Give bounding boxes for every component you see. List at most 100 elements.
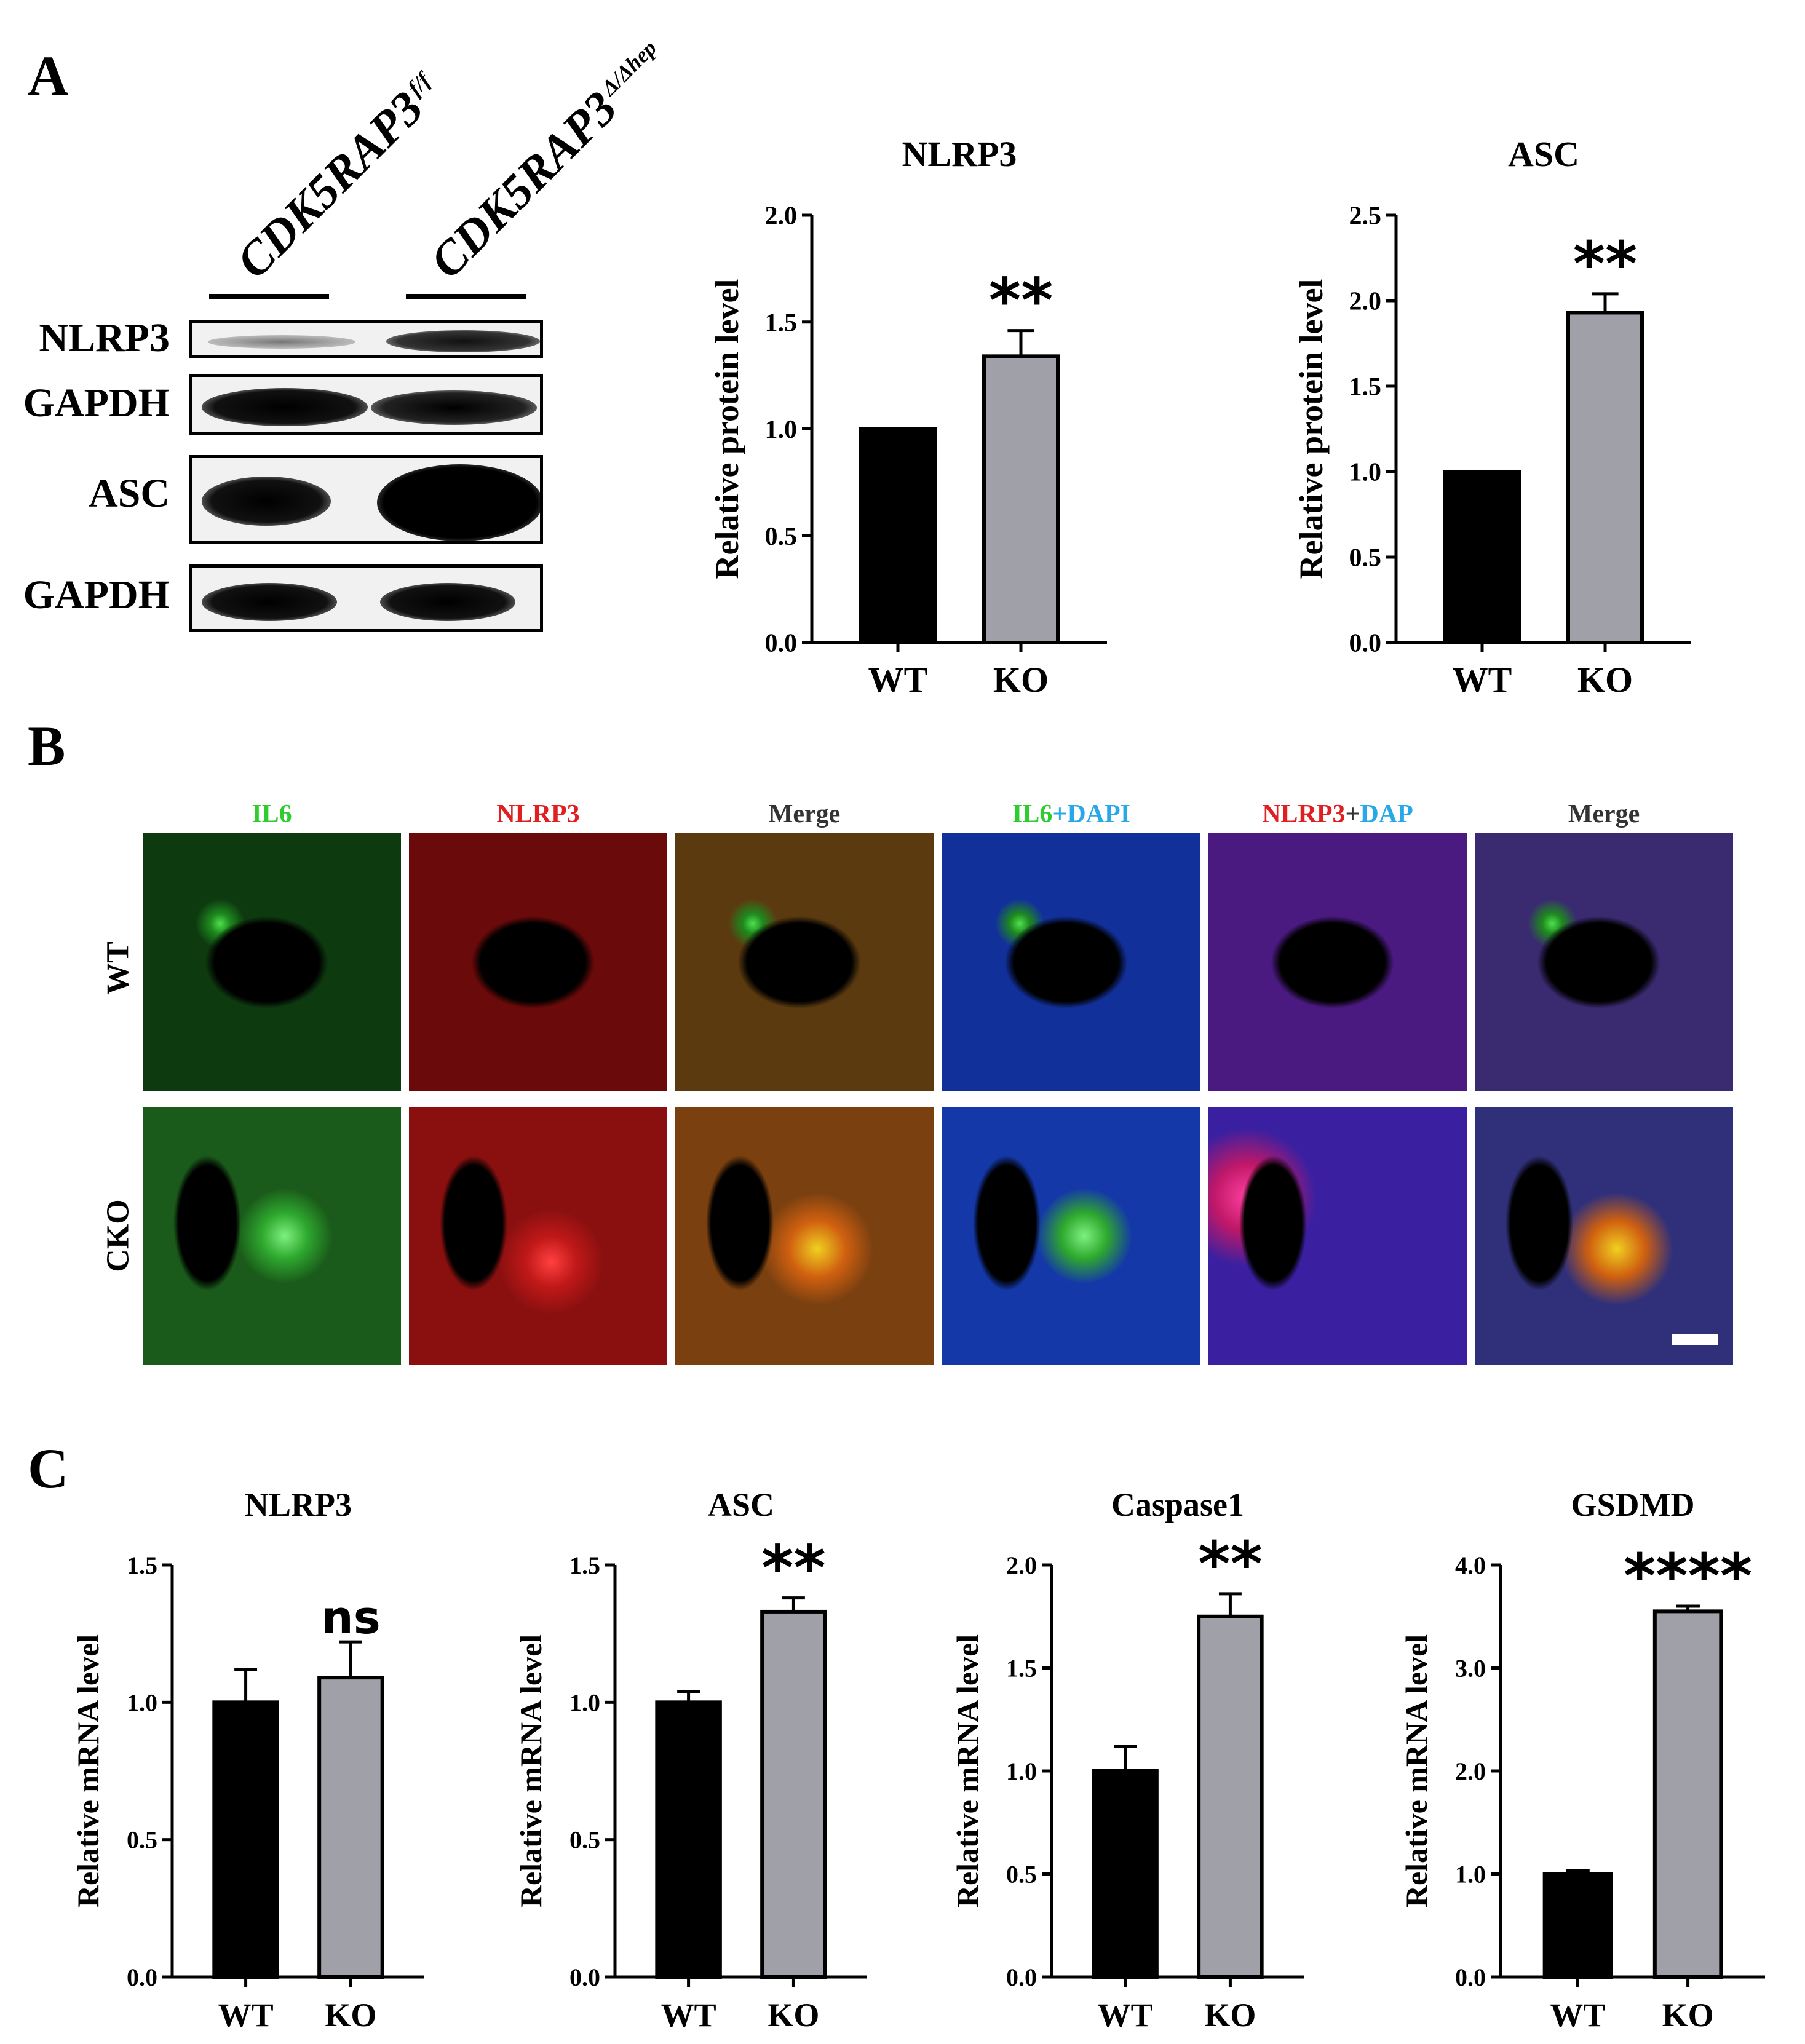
micrograph-cko-il6 xyxy=(143,1107,401,1365)
y-tick-label: 4.0 xyxy=(1455,1551,1486,1579)
significance-marker: ** xyxy=(1573,228,1638,300)
chart-mrna-nlrp3: NLRP3 Relative mRNA level 0.0 0.5 1.0 1.5 WT KO… xyxy=(68,1473,449,2038)
x-tick-label: WT xyxy=(1098,1997,1153,2034)
bar-ko xyxy=(982,354,1060,644)
x-tick-label: WT xyxy=(218,1997,274,2034)
blot-asc xyxy=(189,455,543,544)
band xyxy=(386,330,540,352)
band xyxy=(377,464,540,541)
mic-col-label-nlrp3-dapi: NLRP3+DAPI xyxy=(1208,799,1467,858)
y-tick-label: 0.0 xyxy=(1006,1963,1037,1991)
chart-svg: ASC Relative mRNA level 0.0 0.5 1.0 1.5 WT KO ** xyxy=(514,1486,867,2034)
blot-label-gapdh-1: GAPDH xyxy=(23,381,170,426)
y-tick-label: 1.0 xyxy=(127,1689,157,1716)
label-il6: IL6 xyxy=(1012,800,1053,828)
lane-gene: CDK5RAP3 xyxy=(419,81,627,288)
micrograph-cko-merge-2 xyxy=(1475,1107,1733,1365)
label-plus: + xyxy=(1345,800,1360,828)
y-tick-label: 2.5 xyxy=(1349,202,1382,231)
label-plus: + xyxy=(1052,800,1068,828)
micrograph-cko-nlrp3-dapi xyxy=(1208,1107,1467,1365)
micrograph-cko-merge xyxy=(675,1107,934,1365)
x-tick-label: WT xyxy=(868,660,928,700)
band xyxy=(208,335,355,349)
panel-letter-a: A xyxy=(28,44,69,107)
x-tick-label: KO xyxy=(1577,660,1633,700)
chart-mrna-asc: ASC Relative mRNA level 0.0 0.5 1.0 1.5 WT KO ** xyxy=(510,1473,892,2038)
y-tick-label: 1.5 xyxy=(1006,1655,1037,1682)
label-nlrp3: NLRP3 xyxy=(1262,800,1346,828)
blot-gapdh-1 xyxy=(189,374,543,435)
y-axis-label: Relative mRNA level xyxy=(514,1634,548,1907)
x-tick-label: KO xyxy=(768,1997,819,2034)
y-tick-label: 2.0 xyxy=(1006,1551,1037,1579)
bar-ko xyxy=(760,1609,827,1979)
significance-marker: ** xyxy=(1198,1528,1263,1600)
band xyxy=(202,583,337,621)
significance-marker: ** xyxy=(761,1532,826,1604)
lane-label-floxed: CDK5RAP3f/f xyxy=(225,63,451,289)
y-axis-label: Relative protein level xyxy=(1293,279,1330,579)
y-tick-label: 1.0 xyxy=(1455,1861,1486,1888)
x-tick-label: KO xyxy=(1204,1997,1256,2034)
micrograph-cko-il6-dapi xyxy=(942,1107,1200,1365)
chart-title: ASC xyxy=(708,1486,774,1523)
micrograph-wt-merge-2 xyxy=(1475,833,1733,1091)
bar-wt xyxy=(655,1700,722,1979)
label-il6: IL6 xyxy=(252,800,292,828)
bar-wt xyxy=(1092,1769,1159,1979)
y-tick-label: 1.0 xyxy=(569,1689,600,1716)
y-tick-label: 1.5 xyxy=(1349,373,1382,402)
mic-col-label-nlrp3: NLRP3 xyxy=(409,799,667,829)
bar-wt xyxy=(212,1700,279,1979)
bar-ko xyxy=(317,1676,384,1979)
significance-marker: **** xyxy=(1624,1540,1752,1612)
band xyxy=(202,388,368,426)
bar-wt xyxy=(1542,1872,1613,1979)
y-tick-label: 1.0 xyxy=(765,416,798,444)
micrograph-wt-merge xyxy=(675,833,934,1091)
y-axis-label: Relative mRNA level xyxy=(1399,1634,1434,1907)
y-tick-label: 0.0 xyxy=(127,1963,157,1991)
chart-svg: GSDMD Relative mRNA level 0.0 1.0 2.0 3.0 4.0 W… xyxy=(1399,1486,1765,2034)
y-tick-label: 0.0 xyxy=(765,630,798,658)
label-nlrp3: NLRP3 xyxy=(496,800,580,828)
y-tick-label: 0.5 xyxy=(127,1826,157,1854)
blot-label-asc: ASC xyxy=(88,471,170,516)
x-tick-label: WT xyxy=(661,1997,716,2034)
micrograph-cko-nlrp3 xyxy=(409,1107,667,1365)
blot-label-gapdh-2: GAPDH xyxy=(23,572,170,617)
bar-wt xyxy=(859,427,937,644)
bar-wt xyxy=(1443,470,1521,644)
label-merge: Merge xyxy=(768,800,841,828)
blot-label-nlrp3: NLRP3 xyxy=(39,315,170,360)
y-tick-label: 1.5 xyxy=(569,1551,600,1579)
micrograph-wt-il6 xyxy=(143,833,401,1091)
y-axis-label: Relative mRNA level xyxy=(71,1634,105,1907)
y-tick-label: 0.5 xyxy=(569,1826,600,1854)
chart-title: NLRP3 xyxy=(245,1486,352,1523)
bar-ko xyxy=(1566,311,1644,644)
chart-protein-nlrp3: NLRP3 Relative protein level 0.0 0.5 1.0 1.5 2… xyxy=(701,123,1132,707)
mic-col-label-il6-dapi: IL6+DAPI xyxy=(942,799,1200,829)
bar-ko xyxy=(1197,1614,1264,1979)
chart-title: GSDMD xyxy=(1571,1486,1695,1523)
y-tick-label: 0.5 xyxy=(1349,544,1382,572)
x-tick-label: KO xyxy=(993,660,1049,700)
chart-protein-asc: ASC Relative protein level 0.0 0.5 1.0 1.5 2.0… xyxy=(1285,123,1716,707)
significance-marker: ** xyxy=(989,265,1053,337)
mic-col-label-merge-1: Merge xyxy=(675,799,934,829)
chart-title: Caspase1 xyxy=(1111,1486,1244,1523)
scale-bar xyxy=(1672,1334,1718,1345)
lane-gene: CDK5RAP3 xyxy=(226,81,434,288)
band xyxy=(202,477,331,526)
y-tick-label: 0.5 xyxy=(765,523,798,551)
micrograph-wt-il6-dapi xyxy=(942,833,1200,1091)
chart-svg: NLRP3 Relative protein level 0.0 0.5 1.0 1.5 2… xyxy=(708,134,1107,700)
chart-mrna-gsdmd: GSDMD Relative mRNA level 0.0 1.0 2.0 3.0 4.0 W… xyxy=(1396,1473,1790,2038)
lane-underline-knockout xyxy=(406,294,526,299)
micrograph-wt-nlrp3-dapi xyxy=(1208,833,1467,1091)
y-axis-label: Relative protein level xyxy=(708,279,745,579)
lane-underline-floxed xyxy=(209,294,329,299)
micrograph-wt-nlrp3 xyxy=(409,833,667,1091)
